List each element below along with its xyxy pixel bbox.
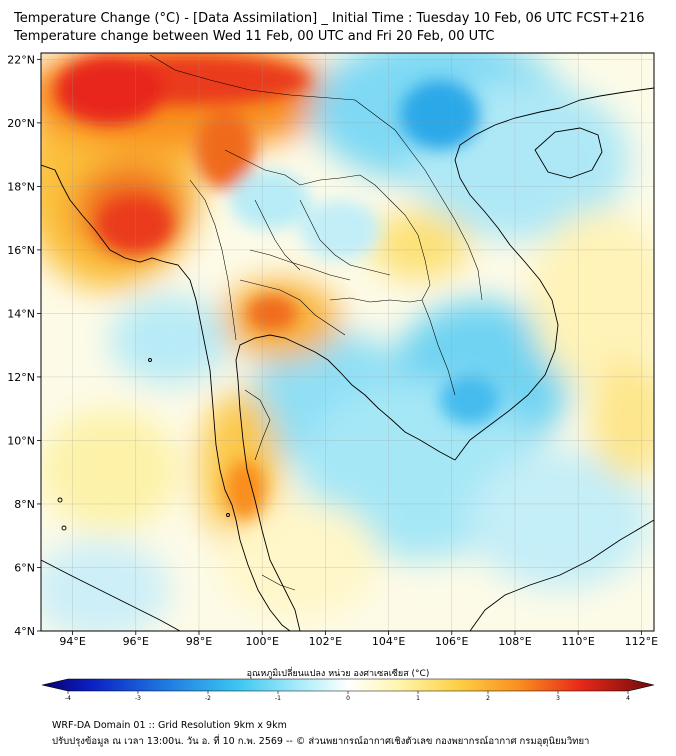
temperature-field — [41, 53, 654, 631]
colorbar-tick-label: 1 — [416, 695, 420, 700]
colorbar: -4 -3 -2 -1 0 1 2 3 4 — [41, 678, 655, 700]
admin-borders — [149, 54, 483, 591]
longitude-tick-label: 100°E — [245, 635, 278, 648]
map-subtitle: Temperature change between Wed 11 Feb, 0… — [14, 29, 495, 44]
longitude-tick-label: 96°E — [123, 635, 149, 648]
malaysia-border — [261, 574, 296, 591]
coastlines — [41, 87, 654, 631]
colorbar-bar — [41, 678, 655, 692]
latitude-tick-label: 22°N — [7, 53, 35, 66]
laos-vietnam-border — [354, 99, 483, 301]
hainan-island — [534, 127, 603, 179]
thai-provinces-5 — [244, 389, 271, 461]
map-title: Temperature Change (°C) - [Data Assimila… — [14, 11, 645, 26]
vietnam-coast — [454, 107, 561, 461]
latitude-tick-label: 20°N — [7, 117, 35, 130]
lat-lon-grid — [41, 53, 654, 631]
thai-provinces-4 — [299, 199, 391, 276]
colorbar-tick-label: 4 — [626, 695, 630, 700]
colorbar-tick-label: 3 — [556, 695, 560, 700]
footer-model-info: WRF-DA Domain 01 :: Grid Resolution 9km … — [52, 720, 287, 731]
latitude-tick-label: 12°N — [7, 371, 35, 384]
plot-frame — [40, 52, 655, 632]
longitude-tick-label: 108°E — [498, 635, 531, 648]
thailand-cambodia-border — [329, 297, 456, 396]
longitude-tick-label: 104°E — [372, 635, 405, 648]
china-coast — [559, 87, 654, 109]
footer-credit: ปรับปรุงข้อมูล ณ เวลา 13:00น. วัน อ. ที่… — [52, 736, 590, 747]
latitude-tick-label: 8°N — [14, 498, 35, 511]
latitude-tick-label: 18°N — [7, 180, 35, 193]
borneo-coast — [469, 519, 654, 631]
latitude-tick-label: 10°N — [7, 434, 35, 447]
thailand-laos-border — [224, 149, 431, 301]
thai-provinces-3 — [254, 199, 301, 271]
colorbar-tick-label: 2 — [486, 695, 490, 700]
longitude-axis: 94°E 96°E 98°E 100°E 102°E 104°E 106°E 108°E 110… — [59, 631, 658, 648]
longitude-tick-label: 94°E — [59, 635, 85, 648]
gulf-coast — [235, 334, 456, 631]
longitude-tick-label: 110°E — [561, 635, 594, 648]
latitude-tick-label: 4°N — [14, 625, 35, 638]
colorbar-title: อุณหภูมิเปลี่ยนแปลง หน่วย องศาเซลเซียส (… — [246, 669, 430, 679]
longitude-tick-label: 106°E — [435, 635, 468, 648]
colorbar-tick-label: 0 — [346, 695, 350, 700]
colorbar-tick-label: -3 — [135, 695, 141, 700]
china-border — [149, 54, 356, 101]
latitude-tick-label: 16°N — [7, 244, 35, 257]
latitude-axis: 22°N 20°N 18°N 16°N 14°N 12°N 10°N 8°N 6°N 4°N — [7, 53, 41, 638]
thai-provinces-2 — [249, 249, 351, 281]
latitude-tick-label: 6°N — [14, 561, 35, 574]
colorbar-tick-label: -4 — [65, 695, 71, 700]
colorbar-ticks: -4 -3 -2 -1 0 1 2 3 4 — [65, 691, 630, 700]
map-figure: 22°N 20°N 18°N 16°N 14°N 12°N 10°N 8°N 6°N 4°N 94… — [7, 52, 658, 700]
myanmar-coast — [41, 164, 237, 521]
colorbar-tick-label: -1 — [275, 695, 281, 700]
longitude-tick-label: 112°E — [625, 635, 658, 648]
colorbar-tick-label: -2 — [205, 695, 211, 700]
peninsula-west-coast — [235, 519, 291, 631]
longitude-tick-label: 102°E — [309, 635, 342, 648]
longitude-tick-label: 98°E — [186, 635, 212, 648]
myanmar-thailand-border — [189, 179, 237, 341]
thai-provinces-1 — [239, 279, 346, 336]
sumatra-coast — [41, 559, 181, 631]
latitude-tick-label: 14°N — [7, 307, 35, 320]
